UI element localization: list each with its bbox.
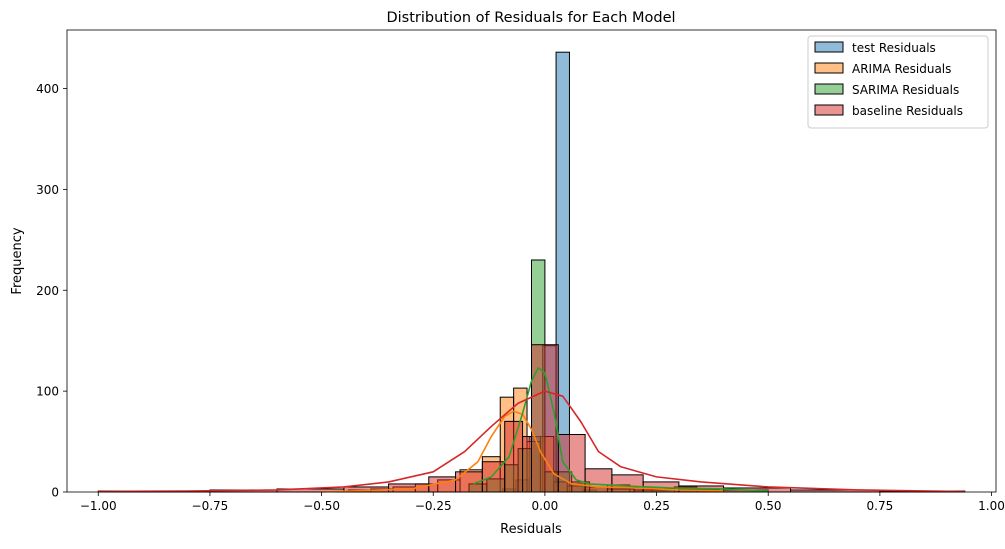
chart-title: Distribution of Residuals for Each Model (386, 10, 675, 26)
x-tick-label: −0.75 (192, 499, 229, 513)
legend: test Residuals ARIMA Residuals SARIMA Resi… (807, 35, 989, 129)
legend-item: ARIMA Residuals (814, 62, 951, 76)
histogram-bar (522, 436, 533, 493)
x-tick-label: 0.25 (643, 499, 670, 513)
histogram-bar (611, 474, 644, 493)
legend-label: SARIMA Residuals (852, 83, 959, 97)
legend-item: SARIMA Residuals (814, 83, 959, 97)
legend-label: test Residuals (852, 41, 936, 55)
histogram-bar (584, 468, 613, 493)
x-tick-label: 1.00 (978, 499, 1005, 513)
x-tick-label: 0.00 (532, 499, 559, 513)
histogram-bar (557, 434, 586, 493)
x-tick-label: 0.75 (867, 499, 894, 513)
x-tick-label: −1.00 (80, 499, 117, 513)
x-tick-label: −0.25 (415, 499, 452, 513)
kde-line-series-2 (473, 367, 769, 492)
x-axis-label: Residuals (500, 522, 562, 537)
legend-item: test Residuals (814, 41, 936, 55)
x-axis-ticks: −1.00 −0.75 −0.50 −0.25 0.00 0.25 0.50 0.75 1.00 (80, 492, 1005, 513)
histogram-bar (531, 344, 559, 493)
histogram-bar (388, 483, 430, 493)
y-tick-label: 100 (36, 385, 59, 399)
x-tick-label: 0.50 (755, 499, 782, 513)
histogram-bar (504, 420, 524, 493)
kde-line-series-3 (98, 390, 965, 493)
y-axis-ticks: 0 100 200 300 400 (36, 82, 67, 500)
kde-line-series-1 (321, 410, 724, 493)
legend-label: ARIMA Residuals (852, 62, 951, 76)
y-tick-label: 300 (36, 183, 59, 197)
x-tick-label: −0.50 (303, 499, 340, 513)
y-tick-label: 400 (36, 82, 59, 96)
plot-frame (66, 29, 997, 493)
legend-swatch (814, 104, 844, 116)
series-3-bars (97, 344, 966, 493)
kde-layer (98, 367, 965, 493)
y-tick-label: 0 (51, 486, 59, 500)
legend-frame (807, 35, 989, 129)
y-axis-label: Frequency (10, 227, 25, 294)
legend-swatch (814, 41, 844, 53)
legend-item: baseline Residuals (814, 104, 963, 118)
legend-swatch (814, 83, 844, 95)
y-tick-label: 200 (36, 284, 59, 298)
legend-label: baseline Residuals (852, 104, 963, 118)
legend-swatch (814, 62, 844, 74)
